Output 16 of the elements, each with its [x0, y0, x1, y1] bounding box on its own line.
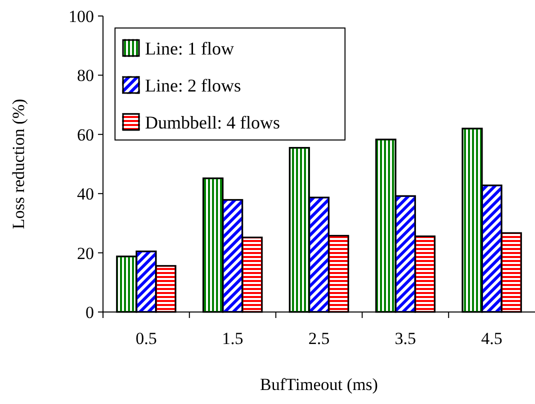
y-tick-label: 80 [77, 66, 94, 86]
legend-label: Dumbbell: 4 flows [145, 112, 280, 132]
legend-label: Line: 2 flows [145, 75, 241, 96]
x-tick-label: 4.5 [481, 329, 502, 348]
x-axis-title: BufTimeout (ms) [260, 375, 378, 394]
y-tick-label: 100 [68, 6, 94, 26]
y-tick-label: 60 [77, 125, 94, 144]
x-tick-label: 2.5 [308, 329, 330, 348]
y-tick-label: 40 [77, 184, 94, 204]
x-tick-label: 0.5 [136, 329, 157, 348]
y-tick-label: 20 [77, 244, 94, 263]
legend-label: Line: 1 flow [145, 38, 234, 58]
y-axis-title: Loss reduction (%) [9, 98, 28, 230]
x-tick-label: 3.5 [394, 329, 416, 348]
y-tick-label: 0 [86, 302, 94, 322]
x-tick-label: 1.5 [222, 329, 244, 348]
